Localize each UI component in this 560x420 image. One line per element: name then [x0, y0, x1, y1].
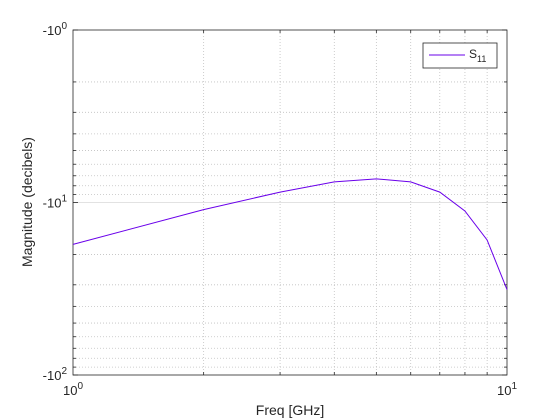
series-line-s11 [72, 178, 508, 290]
y-axis-label: Magnitude (decibels) [19, 137, 35, 267]
y-tick-label-exp: 1 [61, 194, 67, 205]
legend-label-main: S [469, 47, 477, 61]
y-tick-label-base: -10 [43, 196, 62, 211]
x-tick-label-base: 10 [497, 383, 511, 398]
x-tick-label-base: 10 [63, 383, 77, 398]
legend-label: S11 [469, 47, 486, 64]
x-tick-label: 101 [497, 381, 517, 398]
axis-ticks: 100 101-100-101-102 [43, 21, 518, 398]
series-layer [72, 178, 508, 290]
y-tick-label-exp: 0 [61, 21, 67, 32]
x-tick-label: 100 [63, 381, 83, 398]
x-axis-label: Freq [GHz] [256, 402, 324, 418]
y-tick-label-base: -10 [43, 23, 62, 38]
legend-label-sub: 11 [477, 54, 486, 64]
y-tick-label-base: -10 [43, 368, 62, 383]
legend: S11 [422, 42, 498, 69]
y-tick-label-exp: 2 [61, 366, 67, 377]
grid-lines [73, 30, 507, 375]
x-tick-label-exp: 0 [77, 381, 83, 392]
y-tick-label: -101 [43, 194, 68, 211]
x-tick-label-exp: 1 [511, 381, 517, 392]
y-tick-label: -102 [43, 366, 68, 383]
y-tick-label: -100 [43, 21, 68, 38]
